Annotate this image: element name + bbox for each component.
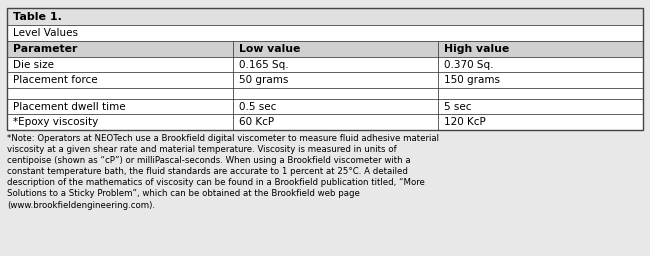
Bar	[7, 99, 643, 114]
Text: Placement dwell time: Placement dwell time	[13, 102, 125, 112]
Bar	[7, 41, 643, 57]
Bar	[7, 57, 643, 72]
Text: 5 sec: 5 sec	[443, 102, 471, 112]
Text: Parameter: Parameter	[13, 44, 77, 54]
Text: 0.370 Sq.: 0.370 Sq.	[443, 60, 493, 70]
Text: 60 KcP: 60 KcP	[239, 117, 274, 127]
Text: *Epoxy viscosity: *Epoxy viscosity	[13, 117, 98, 127]
Bar	[7, 88, 643, 99]
Text: High value: High value	[443, 44, 509, 54]
Text: Die size: Die size	[13, 60, 54, 70]
Text: Level Values: Level Values	[13, 28, 78, 38]
Text: *Note: Operators at NEOTech use a Brookfield digital viscometer to measure fluid: *Note: Operators at NEOTech use a Brookf…	[7, 134, 439, 210]
Bar	[7, 26, 643, 41]
Bar	[7, 8, 643, 130]
Text: Table 1.: Table 1.	[13, 12, 62, 22]
Text: 150 grams: 150 grams	[443, 75, 500, 85]
Text: Placement force: Placement force	[13, 75, 98, 85]
Bar	[7, 72, 643, 88]
Text: 120 KcP: 120 KcP	[443, 117, 486, 127]
Text: Low value: Low value	[239, 44, 300, 54]
Text: 50 grams: 50 grams	[239, 75, 288, 85]
Bar	[7, 8, 643, 26]
Text: 0.5 sec: 0.5 sec	[239, 102, 276, 112]
Text: 0.165 Sq.: 0.165 Sq.	[239, 60, 289, 70]
Bar	[7, 114, 643, 130]
